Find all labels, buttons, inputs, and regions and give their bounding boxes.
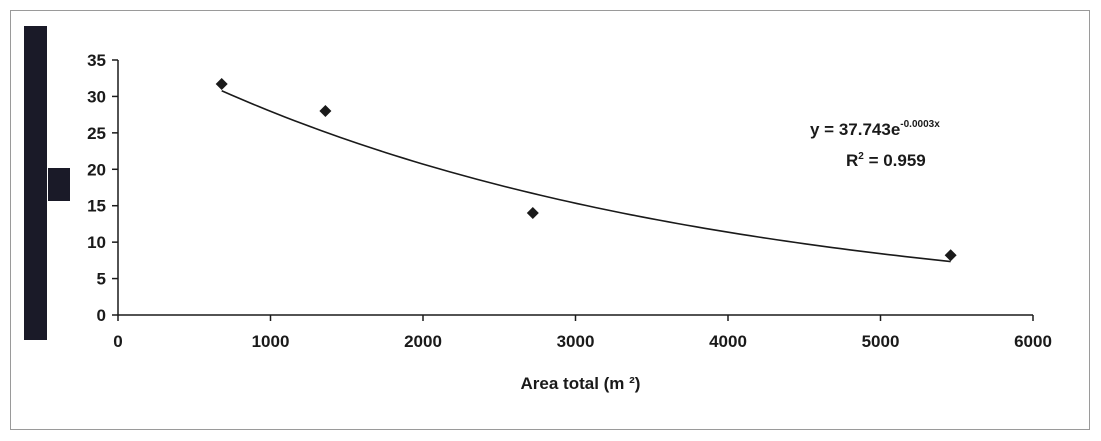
x-tick-label: 0 <box>113 332 122 351</box>
x-tick-label: 3000 <box>557 332 595 351</box>
trendline-equation: y = 37.743e-0.0003x <box>810 119 940 139</box>
y-tick-label: 25 <box>87 124 106 143</box>
y-tick-label: 30 <box>87 87 106 106</box>
x-tick-label: 5000 <box>862 332 900 351</box>
x-axis-title: Area total (m ²) <box>521 374 641 393</box>
r2-value: = 0.959 <box>864 151 926 170</box>
y-tick-label: 10 <box>87 233 106 252</box>
r-squared-label: R2 = 0.959 <box>846 151 926 170</box>
y-tick-label: 35 <box>87 51 106 70</box>
y-axis-ticks: 0 5 10 15 20 25 30 35 <box>87 51 118 325</box>
chart-frame <box>10 10 1090 430</box>
equation-exponent: -0.0003x <box>900 119 940 130</box>
data-point <box>944 249 957 262</box>
r2-letter: R <box>846 151 858 170</box>
y-tick-label: 0 <box>97 306 106 325</box>
equation-main: y = 37.743e <box>810 120 900 139</box>
data-point <box>526 207 539 219</box>
y-tick-label: 15 <box>87 197 106 216</box>
x-tick-label: 6000 <box>1014 332 1052 351</box>
data-points <box>215 78 957 262</box>
trendline <box>221 90 951 263</box>
y-tick-label: 20 <box>87 160 106 179</box>
x-tick-label: 2000 <box>404 332 442 351</box>
y-tick-label: 5 <box>97 270 106 289</box>
data-point <box>319 105 332 117</box>
r2-superscript: 2 <box>858 151 864 162</box>
scan-artifact-block <box>48 168 70 201</box>
x-axis-ticks: 0 1000 2000 3000 4000 5000 6000 <box>113 315 1052 351</box>
x-tick-label: 1000 <box>252 332 290 351</box>
x-tick-label: 4000 <box>709 332 747 351</box>
scan-artifact-bar <box>24 26 47 340</box>
data-point <box>215 78 228 91</box>
